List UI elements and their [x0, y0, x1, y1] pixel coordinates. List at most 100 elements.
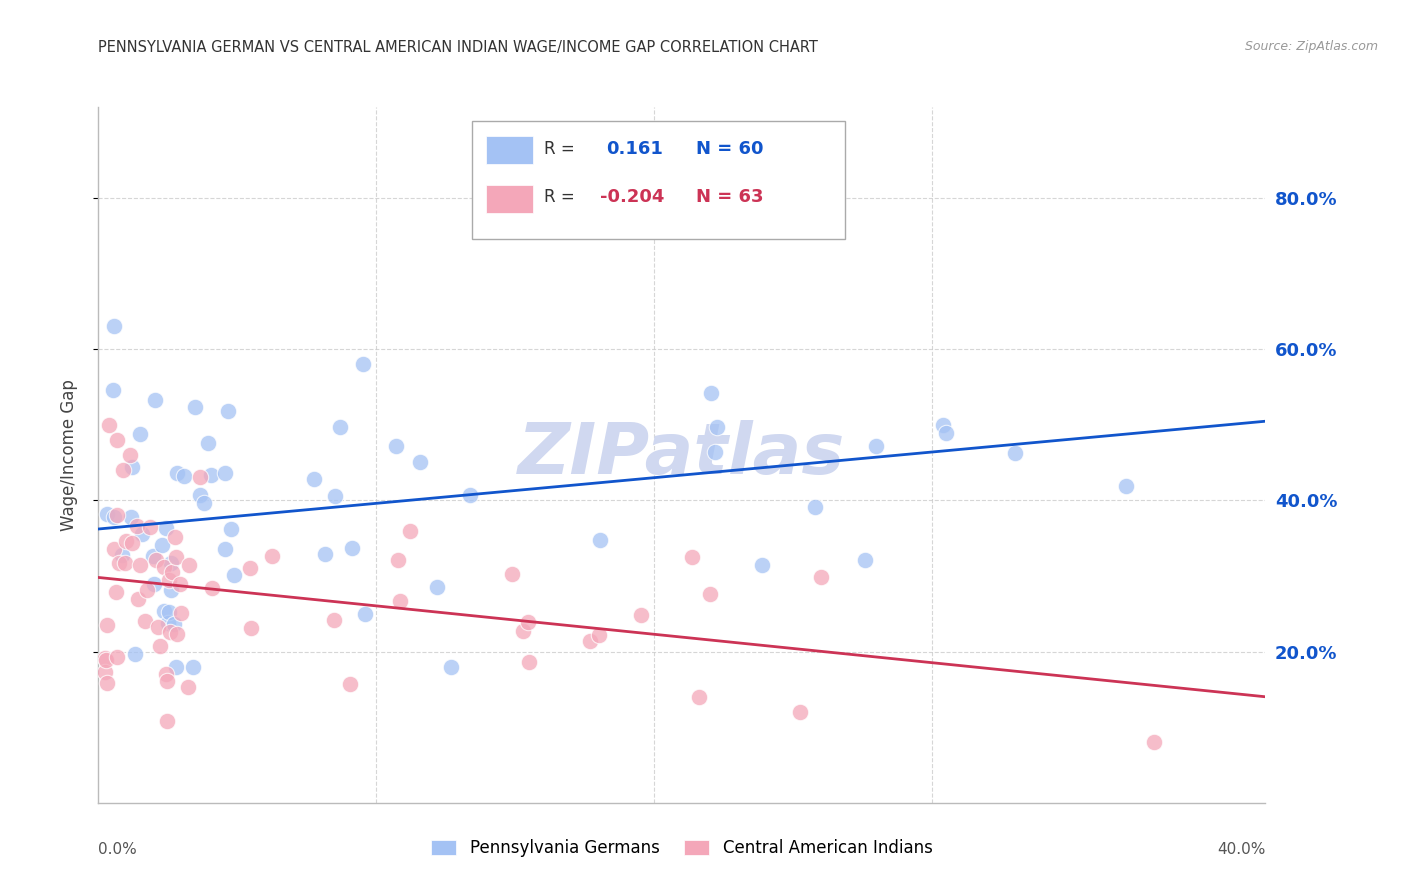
Text: R =: R = — [544, 188, 581, 206]
Point — [517, 655, 540, 669]
Point — [796, 191, 818, 205]
Point — [166, 627, 188, 641]
Point — [160, 566, 183, 580]
Point — [810, 569, 832, 583]
Point — [177, 680, 200, 694]
Point — [193, 496, 215, 510]
Point — [142, 576, 165, 591]
Point — [688, 690, 710, 704]
Point — [127, 592, 149, 607]
Point — [703, 444, 725, 458]
Point — [385, 439, 408, 453]
Point — [101, 383, 124, 397]
Point — [131, 527, 153, 541]
Point — [699, 587, 721, 601]
Point — [111, 548, 134, 562]
Point — [159, 557, 181, 571]
Point — [159, 625, 181, 640]
Point — [173, 469, 195, 483]
Point — [398, 524, 420, 539]
Point — [165, 659, 187, 673]
Y-axis label: Wage/Income Gap: Wage/Income Gap — [59, 379, 77, 531]
Point — [155, 667, 177, 681]
Point — [339, 676, 361, 690]
Point — [188, 470, 211, 484]
FancyBboxPatch shape — [472, 121, 845, 239]
Point — [325, 489, 347, 503]
Point — [145, 553, 167, 567]
Point — [142, 549, 165, 563]
Text: 0.161: 0.161 — [606, 140, 664, 158]
Point — [224, 568, 246, 582]
Point — [139, 520, 162, 534]
Point — [94, 665, 117, 679]
Point — [323, 613, 346, 627]
Text: 0.0%: 0.0% — [98, 842, 138, 856]
Point — [517, 615, 540, 629]
Point — [115, 534, 138, 549]
Point — [104, 585, 127, 599]
Point — [1004, 446, 1026, 460]
Point — [156, 615, 179, 630]
Point — [153, 560, 176, 574]
Point — [103, 509, 125, 524]
Point — [314, 547, 336, 561]
Point — [111, 463, 134, 477]
Point — [579, 633, 602, 648]
Point — [588, 628, 610, 642]
FancyBboxPatch shape — [486, 136, 533, 164]
Point — [329, 419, 352, 434]
Point — [340, 541, 363, 556]
Point — [120, 510, 142, 524]
Point — [190, 488, 212, 502]
Point — [103, 319, 125, 334]
Point — [865, 439, 887, 453]
Point — [409, 454, 432, 468]
Text: R =: R = — [544, 140, 581, 158]
Point — [932, 418, 955, 433]
Text: N = 60: N = 60 — [696, 140, 763, 158]
Point — [214, 541, 236, 556]
Point — [157, 573, 180, 587]
Point — [165, 550, 187, 565]
Point — [97, 417, 120, 432]
Point — [630, 608, 652, 623]
Point — [148, 620, 170, 634]
Point — [240, 621, 263, 635]
Point — [219, 522, 242, 536]
Point — [201, 581, 224, 595]
Point — [239, 561, 262, 575]
Text: Source: ZipAtlas.com: Source: ZipAtlas.com — [1244, 40, 1378, 54]
Point — [170, 606, 193, 620]
Point — [1143, 735, 1166, 749]
Point — [124, 647, 146, 661]
Point — [118, 448, 141, 462]
Point — [156, 674, 179, 689]
Point — [352, 357, 374, 371]
Point — [388, 594, 411, 608]
Point — [706, 420, 728, 434]
Point — [128, 558, 150, 572]
FancyBboxPatch shape — [486, 185, 533, 213]
Point — [128, 427, 150, 442]
Point — [700, 386, 723, 401]
Point — [121, 459, 143, 474]
Point — [197, 435, 219, 450]
Text: 40.0%: 40.0% — [1218, 842, 1265, 856]
Point — [179, 558, 201, 572]
Point — [121, 536, 143, 550]
Point — [681, 549, 703, 564]
Point — [108, 556, 131, 570]
Text: ZIPatlas: ZIPatlas — [519, 420, 845, 490]
Point — [103, 541, 125, 556]
Point — [152, 538, 174, 552]
Point — [149, 640, 172, 654]
Point — [501, 567, 523, 582]
Point — [159, 605, 181, 619]
Point — [1115, 479, 1137, 493]
Point — [94, 653, 117, 667]
Point — [354, 607, 377, 621]
Legend: Pennsylvania Germans, Central American Indians: Pennsylvania Germans, Central American I… — [425, 833, 939, 864]
Point — [96, 676, 118, 690]
Point — [260, 549, 283, 564]
